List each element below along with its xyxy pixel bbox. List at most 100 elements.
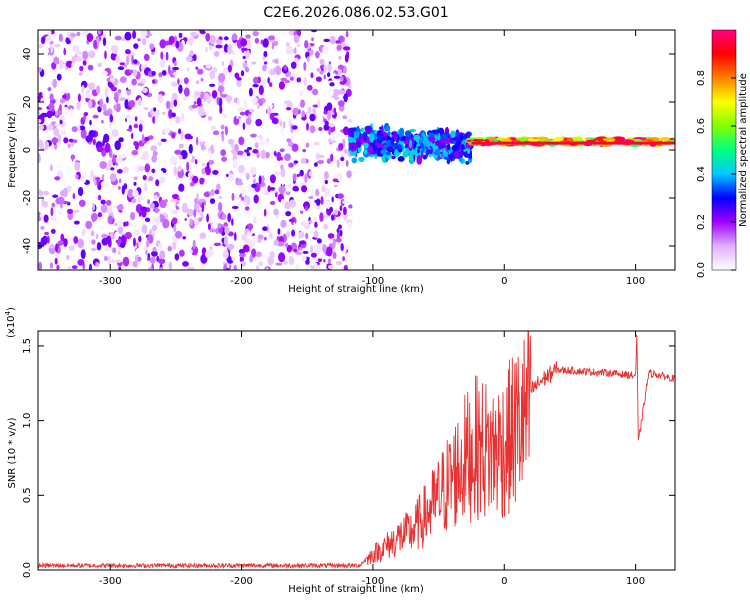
spectrogram-cell (50, 164, 53, 172)
spectrogram-cell (298, 231, 305, 239)
spectrogram-cell (49, 93, 54, 101)
spectrogram-cell (77, 113, 83, 120)
spectrogram-cell (343, 46, 351, 51)
spectrogram-cell (142, 174, 147, 181)
spectrogram-cell (265, 151, 270, 159)
spectrogram-cell (67, 265, 72, 270)
colorbar-gradient (712, 30, 736, 270)
spectrogram-cell (101, 233, 108, 239)
spectrogram-cell (331, 214, 335, 221)
spectrogram-cell (223, 113, 227, 118)
x-tick-label: 100 (626, 276, 645, 287)
spectrogram-cell (239, 111, 246, 116)
spectrogram-carrier-band (471, 141, 675, 145)
spectrogram-cell (516, 137, 529, 141)
spectrogram-cell (201, 202, 205, 212)
colorbar-frame (711, 29, 737, 271)
spectrogram-cell (170, 209, 175, 214)
spectrogram-cell (71, 265, 78, 270)
spectrogram-cell (127, 188, 134, 199)
spectrogram-cell (46, 124, 54, 131)
spectrogram-cell (314, 98, 318, 104)
spectrogram-cell (309, 65, 316, 72)
spectrogram-cell (293, 248, 297, 253)
spectrogram-cell (304, 173, 308, 184)
spectrogram-cell (153, 107, 157, 112)
spectrogram-cell (52, 78, 57, 88)
spectrogram-cell (249, 254, 254, 263)
spectrogram-cell (213, 50, 220, 57)
spectrogram-cell (147, 171, 153, 177)
spectrogram-cell (108, 159, 113, 167)
spectrogram-cell (316, 67, 320, 72)
y-tick-label: 1.5 (22, 338, 33, 354)
spectrogram-cell (119, 242, 126, 248)
spectrogram-cell (413, 134, 421, 142)
spectrogram-cell (72, 193, 76, 200)
spectrogram-cell (273, 66, 276, 76)
spectrogram-cell (256, 151, 260, 159)
spectrogram-cell (70, 33, 77, 37)
spectrogram-cell (86, 33, 94, 42)
spectrogram-cell (288, 199, 297, 208)
spectrogram-cell (215, 44, 223, 49)
spectrogram-cell (68, 245, 75, 251)
spectrogram-cell (278, 81, 285, 90)
spectrogram-cell (152, 224, 158, 231)
spectrogram-cell (208, 159, 215, 165)
spectrogram-cell (231, 205, 239, 210)
spectrogram-cell (302, 250, 309, 254)
spectrogram-cell (317, 154, 325, 158)
spectrogram-cell (314, 221, 318, 228)
spectrogram-cell (335, 237, 342, 243)
spectrogram-cell (193, 208, 197, 218)
spectrogram-cell (97, 30, 102, 35)
spectrogram-cell (423, 139, 429, 147)
spectrogram-cell (335, 40, 341, 44)
spectrogram-x-label: Height of straight line (km) (288, 284, 424, 295)
spectrogram-cell (151, 51, 155, 55)
spectrogram-cell (306, 122, 309, 131)
spectrogram-cell (324, 120, 329, 126)
spectrogram-cell (296, 173, 300, 178)
spectrogram-cell (293, 160, 299, 164)
spectrogram-cell (104, 87, 109, 98)
snr-x-ticks: -300 -200 -100 0 100 (99, 331, 645, 587)
spectrogram-cell (108, 248, 113, 253)
spectrogram-cell (141, 134, 145, 144)
spectrogram-cell (58, 210, 62, 216)
spectrogram-cell (152, 79, 155, 84)
spectrogram-cell (286, 45, 293, 55)
spectrogram-cell (104, 50, 107, 60)
spectrogram-cell (332, 178, 339, 183)
spectrogram-cell (252, 216, 257, 224)
spectrogram-cell (204, 141, 210, 148)
spectrogram-cell (180, 130, 184, 141)
spectrogram-cell (236, 77, 242, 81)
spectrogram-cell (133, 181, 137, 186)
spectrogram-cell (231, 192, 235, 201)
spectrogram-cell (275, 262, 283, 266)
spectrogram-cell (141, 78, 147, 85)
spectrogram-cell (66, 60, 73, 68)
spectrogram-cell (200, 77, 204, 82)
spectrogram-cell (119, 76, 127, 83)
spectrogram-cell (331, 196, 334, 203)
spectrogram-cell (340, 76, 344, 82)
spectrogram-cell (157, 93, 164, 104)
spectrogram-cell (280, 219, 287, 228)
spectrogram-cell (188, 171, 193, 177)
spectrogram-cell (381, 124, 384, 135)
spectrogram-cell (138, 165, 145, 172)
spectrogram-cell (356, 131, 360, 138)
spectrogram-cell (220, 149, 227, 157)
spectrogram-cell (258, 85, 264, 96)
spectrogram-cell (175, 176, 180, 181)
spectrogram-cell (109, 114, 114, 123)
spectrogram-cell (149, 202, 155, 209)
spectrogram-cell (55, 110, 59, 117)
spectrogram-cell (319, 65, 324, 69)
spectrogram-cell (458, 157, 463, 162)
spectrogram-cell (53, 44, 61, 48)
colorbar-label: Normalized spectral amplitude (738, 73, 749, 227)
